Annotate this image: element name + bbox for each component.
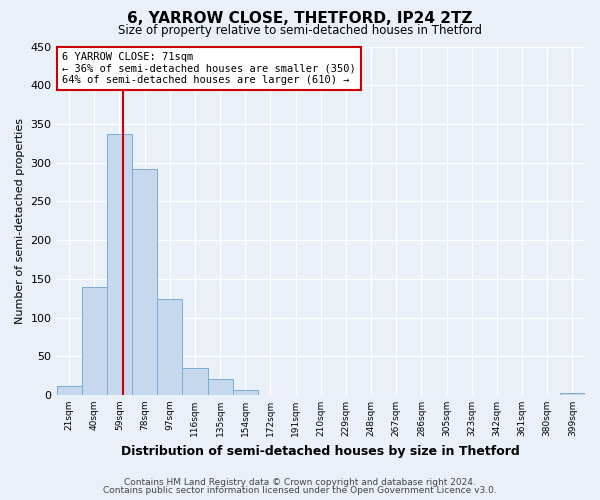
Bar bbox=[560, 392, 585, 395]
Text: Contains public sector information licensed under the Open Government Licence v3: Contains public sector information licen… bbox=[103, 486, 497, 495]
Bar bbox=[157, 299, 182, 395]
Bar bbox=[132, 169, 157, 395]
Bar bbox=[82, 288, 107, 395]
Bar bbox=[208, 380, 233, 395]
Text: 6 YARROW CLOSE: 71sqm
← 36% of semi-detached houses are smaller (350)
64% of sem: 6 YARROW CLOSE: 71sqm ← 36% of semi-deta… bbox=[62, 52, 356, 85]
Text: Contains HM Land Registry data © Crown copyright and database right 2024.: Contains HM Land Registry data © Crown c… bbox=[124, 478, 476, 487]
Y-axis label: Number of semi-detached properties: Number of semi-detached properties bbox=[15, 118, 25, 324]
X-axis label: Distribution of semi-detached houses by size in Thetford: Distribution of semi-detached houses by … bbox=[121, 444, 520, 458]
Text: Size of property relative to semi-detached houses in Thetford: Size of property relative to semi-detach… bbox=[118, 24, 482, 37]
Text: 6, YARROW CLOSE, THETFORD, IP24 2TZ: 6, YARROW CLOSE, THETFORD, IP24 2TZ bbox=[127, 11, 473, 26]
Bar bbox=[182, 368, 208, 395]
Bar bbox=[107, 134, 132, 395]
Bar bbox=[56, 386, 82, 395]
Bar bbox=[233, 390, 258, 395]
